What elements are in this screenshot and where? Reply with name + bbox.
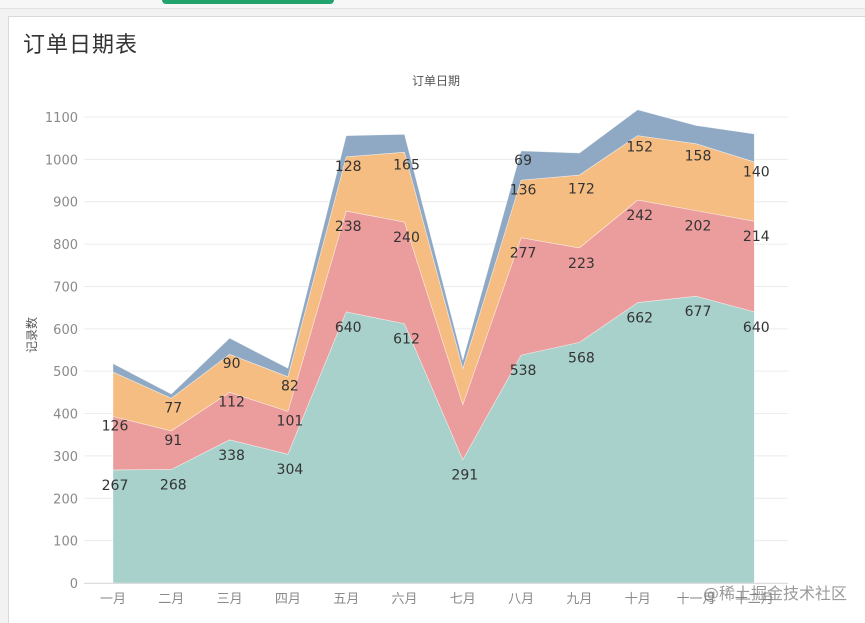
data-label: 152 [626, 140, 653, 156]
data-label: 214 [743, 229, 770, 245]
data-label: 538 [510, 363, 537, 379]
chart-title: 订单日期 [412, 74, 460, 88]
data-label: 612 [393, 332, 420, 348]
y-tick-label: 700 [53, 280, 78, 295]
data-label: 128 [335, 159, 362, 175]
data-label: 338 [218, 448, 245, 464]
x-tick-label: 一月 [100, 592, 126, 607]
data-label: 77 [164, 400, 182, 416]
x-tick-label: 十月 [625, 592, 651, 607]
watermark: @稀土掘金技术社区 [703, 580, 847, 604]
series-areas [113, 110, 754, 583]
data-label: 69 [514, 153, 532, 169]
data-label: 136 [510, 183, 537, 199]
data-label: 140 [743, 165, 770, 181]
data-label: 640 [335, 320, 362, 336]
x-tick-label: 三月 [217, 592, 243, 607]
data-label: 126 [102, 419, 129, 435]
y-tick-label: 900 [53, 196, 78, 211]
data-label: 82 [281, 379, 299, 395]
data-label: 158 [685, 148, 712, 164]
x-tick-label: 八月 [508, 592, 534, 607]
data-label: 101 [277, 413, 304, 429]
x-tick-label: 五月 [333, 592, 359, 607]
data-label: 268 [160, 477, 187, 493]
y-tick-label: 300 [53, 450, 78, 465]
x-tick-label: 九月 [566, 592, 592, 607]
data-label: 267 [102, 478, 129, 494]
data-label: 304 [277, 462, 304, 478]
data-label: 91 [164, 433, 182, 449]
x-tick-label: 七月 [450, 592, 476, 607]
y-tick-label: 1100 [45, 111, 78, 126]
data-label: 677 [685, 304, 712, 320]
y-tick-label: 800 [53, 238, 78, 253]
x-tick-label: 六月 [391, 592, 417, 607]
y-axis-label: 记录数 [24, 317, 39, 353]
data-label: 223 [568, 256, 595, 272]
data-label: 242 [626, 208, 653, 224]
y-tick-label: 200 [53, 492, 78, 507]
x-tick-label: 四月 [275, 592, 301, 607]
y-tick-label: 600 [53, 323, 78, 338]
y-tick-label: 500 [53, 365, 78, 380]
data-label: 172 [568, 181, 595, 197]
data-label: 640 [743, 320, 770, 336]
data-label: 662 [626, 311, 653, 327]
data-label: 202 [685, 219, 712, 235]
data-label: 240 [393, 230, 420, 246]
y-tick-label: 400 [53, 408, 78, 423]
data-label: 165 [393, 158, 420, 174]
data-label: 277 [510, 246, 537, 262]
data-label: 291 [451, 468, 478, 484]
data-label: 568 [568, 350, 595, 366]
x-tick-label: 二月 [158, 592, 184, 607]
data-label: 112 [218, 394, 245, 410]
y-tick-label: 0 [70, 577, 78, 592]
data-label: 238 [335, 219, 362, 235]
y-tick-label: 100 [53, 535, 78, 550]
data-label: 90 [223, 356, 241, 372]
y-tick-label: 1000 [45, 153, 78, 168]
